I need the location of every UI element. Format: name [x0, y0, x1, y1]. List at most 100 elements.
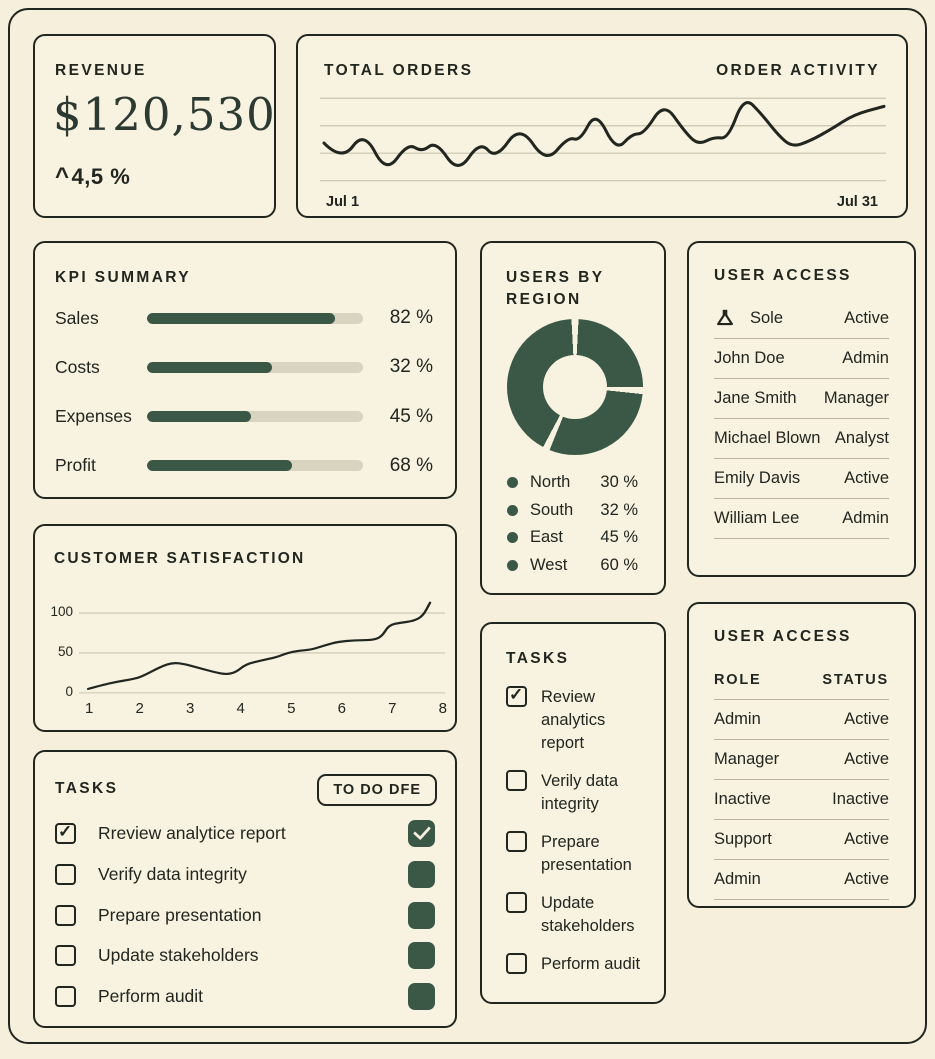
kpi-row-costs: Costs 32 %	[55, 356, 433, 378]
task-checkbox[interactable]	[55, 863, 76, 885]
todo-button[interactable]: TO DO DFE	[317, 774, 437, 806]
x-axis-tick: 4	[236, 700, 245, 717]
task-checkbox[interactable]	[506, 892, 527, 913]
tasks-card: TASKS TO DO DFE Rreview analytice report…	[33, 750, 457, 1028]
legend-dot-icon	[507, 532, 518, 544]
orders-x-start: Jul 1	[326, 194, 360, 210]
task-checkbox[interactable]	[506, 831, 527, 852]
task-status-chip[interactable]	[408, 942, 435, 970]
revenue-card: REVENUE $120,530 ^ 4,5 %	[33, 34, 276, 218]
task-checkbox[interactable]	[506, 770, 527, 791]
role-cell: Admin	[714, 710, 761, 728]
x-axis-ticks: 1 2 3 4 5 6 7 8	[83, 700, 449, 717]
x-axis-tick: 1	[85, 700, 94, 717]
kpi-progress-fill	[147, 460, 292, 472]
user-role: Manager	[823, 389, 889, 407]
user-access-card: USER ACCESS Sole Active John Doe Admin J…	[687, 241, 916, 577]
task-checkbox[interactable]	[506, 685, 527, 707]
user-role: Active	[844, 469, 889, 487]
order-activity-label: ORDER ACTIVITY	[716, 62, 880, 79]
x-axis-tick: 6	[337, 700, 346, 717]
tasks-title: TASKS	[55, 780, 119, 797]
task-label: Rreview analytice report	[98, 823, 286, 843]
region-title: USERS BY REGION	[506, 269, 605, 308]
y-axis-tick: 0	[65, 684, 73, 699]
tasks-list: Rreview analytice report Verify data int…	[55, 820, 435, 1010]
kpi-rows: Sales 82 % Costs 32 % Expenses 45 % Prof…	[55, 307, 433, 477]
x-axis-tick: 3	[186, 700, 195, 717]
task-label: Prepare presentation	[541, 833, 632, 874]
tasks-title: TASKS	[506, 650, 570, 667]
task-checkbox[interactable]	[55, 822, 76, 844]
customer-satisfaction-card: CUSTOMER SATISFACTION 100 50 0 1 2 3 4 5…	[33, 524, 457, 732]
kpi-row-sales: Sales 82 %	[55, 307, 433, 329]
table-row: Jane Smith Manager	[714, 379, 889, 419]
task-checkbox[interactable]	[55, 904, 76, 926]
legend-label: North	[530, 473, 571, 491]
users-by-region-card: USERS BY REGION North 30 % South 32 % Ea…	[480, 241, 666, 595]
role-cell: Manager	[714, 750, 780, 768]
x-axis-tick: 2	[135, 700, 144, 717]
task-checkbox[interactable]	[55, 986, 76, 1007]
revenue-title: REVENUE	[55, 62, 147, 79]
task-row: Rreview analytice report	[55, 820, 435, 847]
task-row: Verify data integrity	[55, 860, 435, 888]
revenue-delta: ^ 4,5 %	[55, 164, 130, 190]
header-name: Sole	[750, 309, 784, 327]
task-label: Perform audit	[98, 986, 204, 1006]
kpi-progress-track	[147, 460, 363, 472]
revenue-delta-value: 4,5 %	[71, 164, 131, 189]
kpi-row-expenses: Expenses 45 %	[55, 406, 433, 428]
kpi-title: KPI SUMMARY	[55, 269, 192, 286]
table-row: Michael Blown Analyst	[714, 419, 889, 459]
table-row: Admin Active	[714, 700, 889, 740]
task-label: Verily data integrity	[541, 772, 619, 813]
task-row: Prepare presentation	[506, 831, 650, 877]
task-row: Verily data integrity	[506, 770, 650, 816]
kpi-progress-fill	[147, 312, 335, 324]
kpi-label: Sales	[55, 307, 99, 328]
y-axis-tick: 50	[57, 644, 73, 659]
x-axis-tick: 7	[388, 700, 397, 717]
orders-card: TOTAL ORDERS ORDER ACTIVITY Jul 1 Jul 31	[296, 34, 908, 218]
task-row: Update stakeholders	[506, 892, 650, 938]
column-role: ROLE	[714, 671, 762, 688]
orders-sparkline-chart	[320, 97, 886, 182]
dashboard-frame	[8, 8, 927, 1044]
task-status-chip[interactable]	[408, 820, 435, 847]
orders-title: TOTAL ORDERS	[324, 62, 474, 79]
kpi-progress-track	[147, 361, 363, 373]
table-row: Support Active	[714, 820, 889, 860]
task-checkbox[interactable]	[506, 953, 527, 974]
task-status-chip[interactable]	[408, 901, 435, 929]
user-access-table: Sole Active John Doe Admin Jane Smith Ma…	[714, 299, 889, 539]
region-legend: North 30 % South 32 % East 45 % West 60 …	[507, 473, 638, 575]
user-role: Admin	[842, 509, 889, 527]
kpi-percent: 45 %	[389, 405, 433, 427]
orders-x-end: Jul 31	[836, 194, 878, 210]
kpi-progress-track	[147, 312, 363, 324]
kpi-label: Profit	[55, 455, 96, 476]
task-row: Update stakeholders	[55, 942, 435, 970]
legend-dot-icon	[507, 504, 518, 516]
task-status-chip[interactable]	[408, 860, 435, 888]
tasks-list: Review analytics report Verily data inte…	[506, 685, 650, 976]
kpi-progress-fill	[147, 411, 251, 423]
kpi-progress-fill	[147, 361, 273, 373]
x-axis-tick: 8	[438, 700, 447, 717]
task-label: Update stakeholders	[98, 945, 259, 966]
legend-item-north: North 30 %	[507, 473, 638, 492]
task-checkbox[interactable]	[55, 945, 76, 967]
caret-up-icon: ^	[55, 163, 70, 190]
table-row: John Doe Admin	[714, 339, 889, 379]
task-label: Perform audit	[541, 955, 641, 973]
task-row: Review analytics report	[506, 685, 650, 755]
table-row: Manager Active	[714, 740, 889, 780]
task-status-chip[interactable]	[408, 983, 435, 1010]
table-row: Admin Active	[714, 860, 889, 900]
user-name: Jane Smith	[714, 389, 797, 407]
legend-label: East	[530, 528, 564, 547]
satisfaction-title: CUSTOMER SATISFACTION	[54, 550, 306, 567]
status-cell: Active	[844, 710, 889, 728]
kpi-progress-track	[147, 411, 363, 423]
